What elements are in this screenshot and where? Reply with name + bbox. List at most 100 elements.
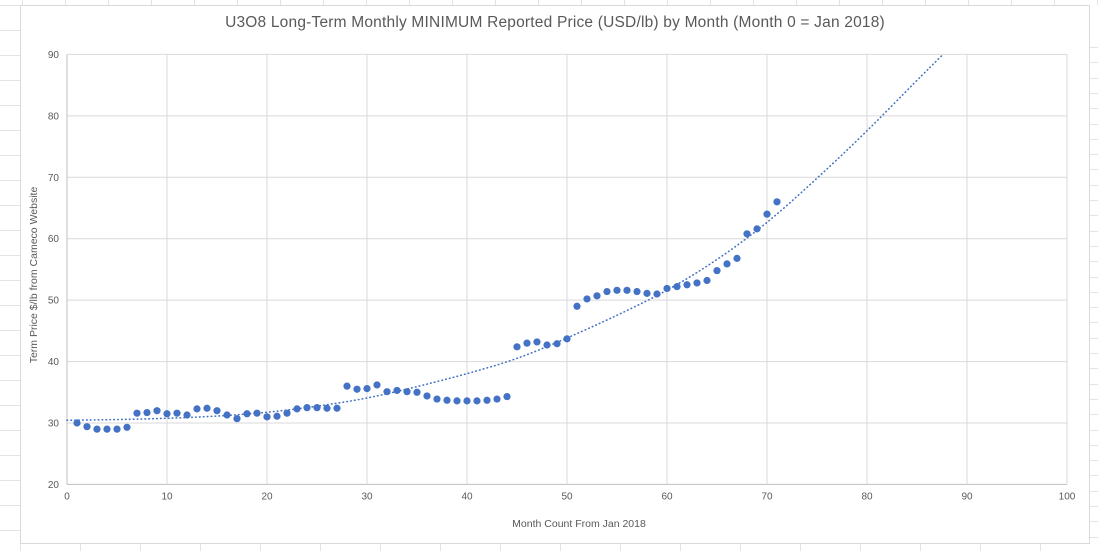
data-point[interactable] (123, 423, 131, 431)
cell-border-line (0, 530, 20, 531)
data-point[interactable] (323, 404, 331, 412)
cell-border-line (1090, 383, 1098, 385)
x-tick-label: 40 (461, 491, 473, 502)
data-point[interactable] (103, 425, 111, 433)
data-point[interactable] (413, 388, 421, 396)
cell-border-line (151, 0, 152, 5)
data-point[interactable] (593, 292, 601, 300)
data-point[interactable] (623, 286, 631, 294)
data-point[interactable] (673, 283, 681, 291)
data-point[interactable] (153, 407, 161, 415)
data-point[interactable] (773, 198, 781, 206)
data-point[interactable] (213, 407, 221, 415)
data-point[interactable] (113, 425, 121, 433)
data-point[interactable] (263, 413, 271, 421)
data-point[interactable] (663, 284, 671, 293)
data-point[interactable] (273, 412, 281, 420)
data-point[interactable] (423, 392, 431, 400)
data-point[interactable] (343, 382, 351, 390)
data-point[interactable] (763, 210, 771, 218)
data-point[interactable] (493, 395, 501, 403)
data-point[interactable] (583, 295, 591, 303)
chart-container[interactable]: U3O8 Long-Term Monthly MINIMUM Reported … (20, 5, 1090, 544)
data-point[interactable] (533, 338, 541, 346)
data-point[interactable] (453, 397, 461, 405)
y-tick-label: 80 (48, 111, 60, 122)
data-point[interactable] (603, 287, 611, 296)
data-point[interactable] (513, 343, 521, 351)
data-point[interactable] (83, 423, 91, 431)
data-point[interactable] (463, 397, 471, 405)
cell-border-line (839, 0, 840, 5)
data-point[interactable] (683, 281, 691, 289)
data-point[interactable] (753, 225, 761, 233)
data-point[interactable] (143, 408, 151, 417)
cell-border-line (0, 155, 20, 156)
data-point[interactable] (363, 385, 371, 393)
data-point[interactable] (483, 396, 491, 404)
cell-border-line (0, 105, 20, 106)
data-point[interactable] (473, 397, 481, 405)
data-point[interactable] (523, 339, 531, 347)
data-point[interactable] (723, 260, 731, 268)
data-point[interactable] (693, 279, 701, 287)
data-point[interactable] (373, 381, 381, 389)
data-point[interactable] (313, 404, 321, 412)
data-point[interactable] (733, 254, 741, 262)
cell-border-line (1090, 490, 1098, 492)
cell-border-line (409, 0, 410, 5)
data-point[interactable] (133, 409, 141, 417)
cell-border-line (366, 0, 367, 5)
data-point[interactable] (233, 415, 241, 423)
plot-area[interactable]: 0 10 20 30 40 50 60 70 80 90 100 20 30 40 50 60 70 80 90 (21, 6, 1089, 543)
data-point[interactable] (553, 340, 561, 348)
data-point[interactable] (333, 404, 341, 412)
data-point[interactable] (543, 341, 551, 349)
data-point[interactable] (243, 410, 251, 418)
cell-border-line (710, 0, 711, 5)
y-tick-label: 20 (48, 480, 60, 491)
data-point[interactable] (173, 409, 181, 417)
cell-border-line (581, 0, 582, 5)
data-point[interactable] (303, 404, 311, 412)
data-point[interactable] (703, 276, 711, 285)
cell-border-line (1090, 414, 1098, 416)
data-point[interactable] (613, 286, 621, 294)
data-point[interactable] (563, 335, 571, 343)
data-point[interactable] (293, 405, 301, 413)
data-point[interactable] (403, 388, 411, 396)
data-point[interactable] (633, 287, 641, 296)
cell-border-line (0, 180, 20, 181)
data-point[interactable] (713, 267, 721, 275)
cell-border-line (237, 0, 238, 5)
data-point[interactable] (643, 289, 651, 297)
data-point[interactable] (73, 419, 81, 427)
data-point[interactable] (433, 395, 441, 403)
data-point[interactable] (383, 388, 391, 396)
data-point[interactable] (443, 396, 451, 404)
cell-border-line (0, 205, 20, 206)
data-point[interactable] (393, 386, 401, 395)
data-point[interactable] (223, 411, 231, 419)
data-point[interactable] (253, 409, 261, 417)
data-point[interactable] (283, 409, 291, 417)
cell-border-line (0, 230, 20, 231)
data-point[interactable] (503, 392, 511, 401)
data-point[interactable] (743, 230, 751, 238)
data-point[interactable] (653, 290, 661, 298)
data-point[interactable] (203, 404, 211, 412)
data-point[interactable] (193, 405, 201, 413)
y-tick-label: 70 (48, 173, 60, 184)
data-point[interactable] (163, 410, 171, 418)
data-point[interactable] (183, 411, 191, 419)
x-tick-label: 70 (761, 491, 773, 502)
data-point[interactable] (353, 385, 361, 393)
data-point[interactable] (93, 425, 101, 433)
cell-border-line (667, 0, 668, 5)
cell-border-line (1090, 322, 1098, 324)
cell-border-line (323, 0, 324, 5)
data-points[interactable] (73, 198, 781, 433)
y-tick-label: 40 (48, 357, 60, 368)
data-point[interactable] (573, 302, 581, 310)
